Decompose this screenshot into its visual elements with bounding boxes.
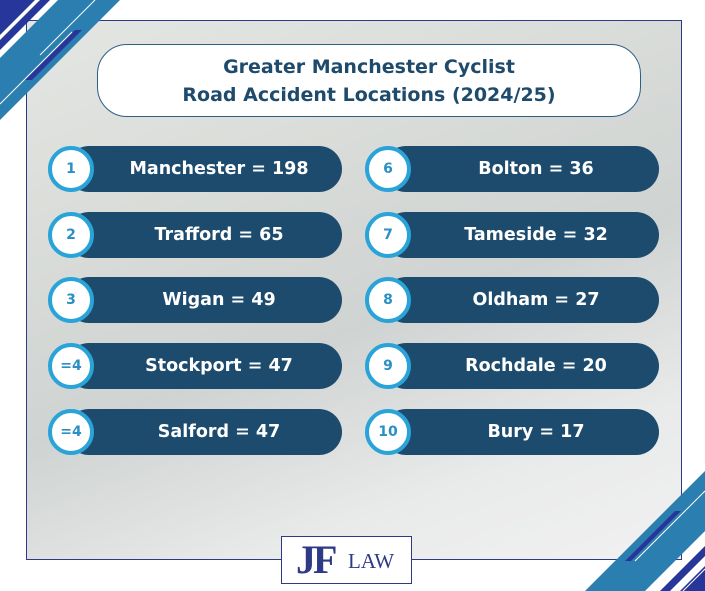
ranking-item: Bury = 17 10 [365, 409, 659, 455]
ranking-item: Stockport = 47 =4 [48, 343, 342, 389]
location-label: Tameside = 32 [383, 212, 659, 258]
rank-badge: 7 [365, 212, 411, 258]
title-line-2: Road Accident Locations (2024/25) [182, 84, 556, 106]
rank-badge: 3 [48, 277, 94, 323]
ranking-item: Salford = 47 =4 [48, 409, 342, 455]
location-label: Rochdale = 20 [383, 343, 659, 389]
ranking-item: Tameside = 32 7 [365, 212, 659, 258]
ranking-item: Oldham = 27 8 [365, 277, 659, 323]
rank-badge: 1 [48, 146, 94, 192]
rank-badge: =4 [48, 343, 94, 389]
logo-text: LAW [348, 549, 395, 573]
location-label: Bury = 17 [383, 409, 659, 455]
ranking-item: Trafford = 65 2 [48, 212, 342, 258]
location-label: Salford = 47 [66, 409, 342, 455]
location-label: Wigan = 49 [66, 277, 342, 323]
location-label: Stockport = 47 [66, 343, 342, 389]
rank-badge: 10 [365, 409, 411, 455]
title-line-1: Greater Manchester Cyclist [223, 56, 515, 78]
rank-badge: 9 [365, 343, 411, 389]
location-label: Oldham = 27 [383, 277, 659, 323]
rank-badge: 2 [48, 212, 94, 258]
decorative-stripes-top-left [0, 0, 120, 120]
ranking-item: Rochdale = 20 9 [365, 343, 659, 389]
rank-badge: 6 [365, 146, 411, 192]
decorative-stripes-bottom-right [585, 471, 705, 591]
location-label: Bolton = 36 [383, 146, 659, 192]
ranking-item: Manchester = 198 1 [48, 146, 342, 192]
ranking-item: Bolton = 36 6 [365, 146, 659, 192]
logo-mark: JF [296, 537, 337, 582]
rank-badge: =4 [48, 409, 94, 455]
page-title: Greater Manchester Cyclist Road Accident… [97, 44, 641, 117]
ranking-item: Wigan = 49 3 [48, 277, 342, 323]
rank-badge: 8 [365, 277, 411, 323]
location-label: Manchester = 198 [66, 146, 342, 192]
jf-law-logo: JF LAW [281, 536, 412, 584]
location-label: Trafford = 65 [66, 212, 342, 258]
